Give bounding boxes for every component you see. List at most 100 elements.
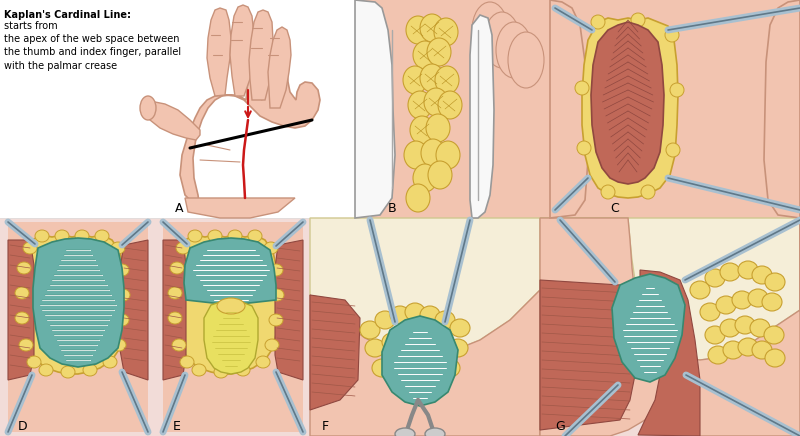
Ellipse shape: [405, 303, 425, 321]
Ellipse shape: [440, 359, 460, 377]
Ellipse shape: [208, 230, 222, 242]
Ellipse shape: [484, 12, 520, 68]
Ellipse shape: [388, 353, 408, 371]
Polygon shape: [310, 295, 360, 410]
Ellipse shape: [27, 356, 41, 368]
Ellipse shape: [720, 319, 740, 337]
Ellipse shape: [705, 326, 725, 344]
Ellipse shape: [365, 339, 385, 357]
Bar: [8, 222, 148, 432]
Ellipse shape: [413, 41, 437, 69]
Polygon shape: [275, 240, 303, 380]
Ellipse shape: [752, 341, 772, 359]
Ellipse shape: [591, 15, 605, 29]
Polygon shape: [550, 0, 588, 218]
Polygon shape: [249, 10, 273, 100]
Ellipse shape: [188, 230, 202, 242]
Ellipse shape: [375, 311, 395, 329]
Ellipse shape: [666, 143, 680, 157]
Text: starts from
the apex of the web space between
the thumb and index finger, parall: starts from the apex of the web space be…: [4, 21, 181, 71]
Ellipse shape: [404, 141, 428, 169]
Ellipse shape: [398, 329, 418, 347]
Polygon shape: [310, 218, 540, 355]
Polygon shape: [180, 60, 320, 210]
Ellipse shape: [15, 287, 29, 299]
Ellipse shape: [415, 329, 435, 347]
Ellipse shape: [270, 289, 284, 301]
Ellipse shape: [408, 91, 432, 119]
Ellipse shape: [765, 349, 785, 367]
Ellipse shape: [508, 32, 544, 88]
Polygon shape: [540, 218, 800, 360]
Polygon shape: [382, 316, 458, 406]
Ellipse shape: [406, 16, 430, 44]
Ellipse shape: [228, 230, 242, 242]
Ellipse shape: [700, 303, 720, 321]
Polygon shape: [163, 240, 186, 380]
Ellipse shape: [192, 364, 206, 376]
Ellipse shape: [750, 319, 770, 337]
Ellipse shape: [577, 141, 591, 155]
Ellipse shape: [732, 291, 752, 309]
Bar: [550, 0, 800, 218]
Ellipse shape: [670, 83, 684, 97]
Text: F: F: [322, 420, 329, 433]
Ellipse shape: [17, 262, 31, 274]
Ellipse shape: [15, 312, 29, 324]
Polygon shape: [355, 0, 395, 218]
Polygon shape: [764, 0, 800, 218]
Ellipse shape: [83, 364, 97, 376]
Ellipse shape: [115, 314, 129, 326]
Ellipse shape: [23, 242, 37, 254]
Ellipse shape: [690, 281, 710, 299]
Ellipse shape: [413, 164, 437, 192]
Ellipse shape: [172, 339, 186, 351]
Ellipse shape: [752, 266, 772, 284]
Ellipse shape: [176, 242, 190, 254]
Ellipse shape: [422, 353, 442, 371]
Polygon shape: [184, 238, 276, 305]
Polygon shape: [582, 18, 678, 198]
Ellipse shape: [432, 333, 452, 351]
Polygon shape: [8, 222, 148, 432]
Ellipse shape: [641, 185, 655, 199]
Text: E: E: [173, 420, 181, 433]
Polygon shape: [23, 235, 125, 374]
Ellipse shape: [55, 230, 69, 242]
Polygon shape: [230, 5, 254, 96]
Polygon shape: [638, 270, 700, 436]
Ellipse shape: [116, 289, 130, 301]
Ellipse shape: [217, 298, 245, 314]
Ellipse shape: [428, 161, 452, 189]
Ellipse shape: [472, 2, 508, 58]
Bar: [355, 0, 550, 218]
Ellipse shape: [420, 14, 444, 42]
Ellipse shape: [708, 346, 728, 364]
Bar: [0, 0, 355, 218]
Ellipse shape: [424, 88, 448, 116]
Ellipse shape: [360, 321, 380, 339]
Polygon shape: [660, 218, 800, 436]
Polygon shape: [612, 274, 685, 382]
Polygon shape: [8, 240, 34, 380]
Bar: [0, 218, 155, 436]
Ellipse shape: [738, 338, 758, 356]
Ellipse shape: [448, 339, 468, 357]
Polygon shape: [146, 102, 200, 140]
Ellipse shape: [140, 96, 156, 120]
Ellipse shape: [265, 339, 279, 351]
Ellipse shape: [95, 230, 109, 242]
Ellipse shape: [390, 306, 410, 324]
Ellipse shape: [61, 366, 75, 378]
Text: C: C: [610, 202, 618, 215]
Bar: [310, 218, 540, 436]
Ellipse shape: [705, 269, 725, 287]
Ellipse shape: [601, 185, 615, 199]
Polygon shape: [33, 238, 124, 367]
Polygon shape: [540, 218, 665, 436]
Ellipse shape: [762, 293, 782, 311]
Ellipse shape: [256, 356, 270, 368]
Ellipse shape: [427, 38, 451, 66]
Text: Kaplan's Cardinal Line:: Kaplan's Cardinal Line:: [4, 10, 131, 20]
Ellipse shape: [425, 428, 445, 436]
